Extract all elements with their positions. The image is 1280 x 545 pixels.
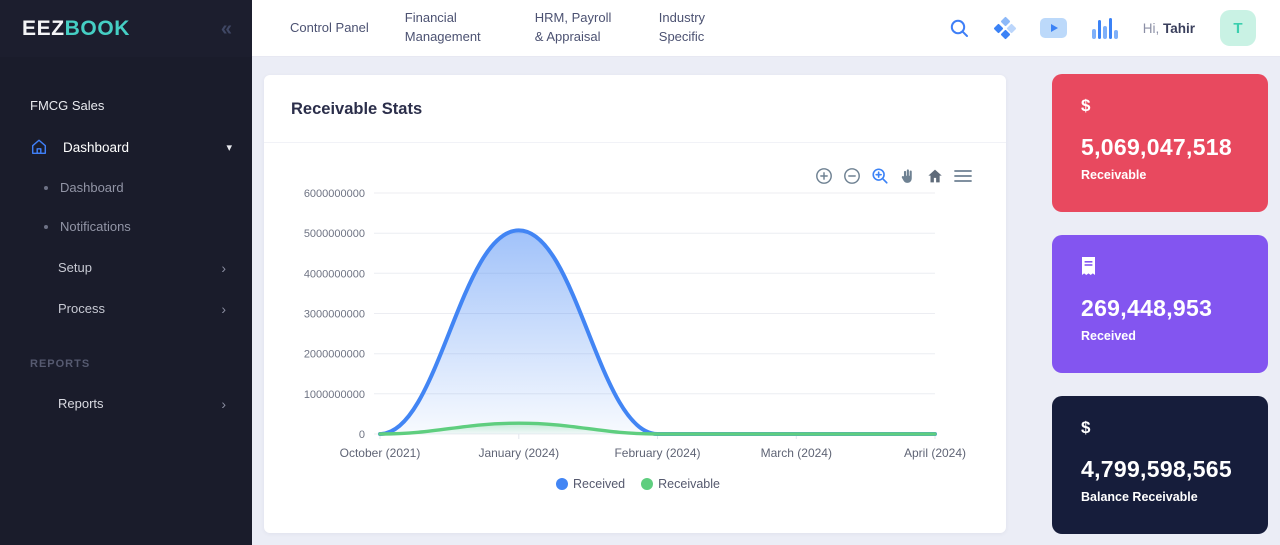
logo-primary: EEZ bbox=[22, 16, 65, 40]
topbar: Control Panel Financial Management HRM, … bbox=[252, 0, 1280, 57]
nav-item-industry-specific[interactable]: Industry Specific bbox=[658, 10, 706, 44]
home-icon bbox=[31, 139, 47, 155]
sidebar-item-notifications[interactable]: Notifications bbox=[44, 219, 252, 234]
stat-card-received[interactable]: 269,448,953 Received bbox=[1052, 235, 1268, 373]
receivable-stats-card: Receivable Stats bbox=[264, 75, 1006, 533]
y-axis-tick: 1000000000 bbox=[304, 389, 365, 401]
stat-label: Receivable bbox=[1081, 168, 1147, 182]
y-axis-tick: 3000000000 bbox=[304, 309, 365, 321]
series-line-receivable bbox=[378, 421, 937, 436]
legend-item-receivable[interactable]: Receivable bbox=[641, 477, 720, 491]
x-axis-tick: January (2024) bbox=[478, 446, 559, 460]
sidebar-item-dashboard-parent[interactable]: Dashboard ▾ bbox=[30, 138, 232, 156]
chart-toolbar bbox=[815, 167, 972, 185]
zoom-in-icon[interactable] bbox=[815, 167, 833, 185]
stat-card-receivable[interactable]: $ 5,069,047,518 Receivable bbox=[1052, 74, 1268, 212]
nav-item-control-panel[interactable]: Control Panel bbox=[290, 19, 369, 35]
x-axis-tick: April (2024) bbox=[904, 446, 966, 460]
menu-icon[interactable] bbox=[954, 169, 972, 183]
y-axis-tick: 6000000000 bbox=[304, 188, 365, 200]
card-divider bbox=[264, 142, 1006, 143]
stat-value: 5,069,047,518 bbox=[1081, 134, 1232, 160]
stat-label: Received bbox=[1081, 329, 1136, 343]
analytics-bars-icon[interactable] bbox=[1092, 17, 1118, 39]
main-content: Receivable Stats bbox=[252, 57, 1280, 545]
legend-item-received[interactable]: Received bbox=[556, 477, 625, 491]
sidebar: EEZBOOK « FMCG Sales Dashboard ▾ Dashboa… bbox=[0, 0, 252, 545]
bullet-icon bbox=[44, 224, 48, 229]
x-axis-tick: March (2024) bbox=[761, 446, 832, 460]
sidebar-item-label: Dashboard bbox=[60, 180, 124, 195]
chart-legend: Received Receivable bbox=[280, 477, 996, 491]
chevron-right-icon: › bbox=[221, 259, 226, 276]
sidebar-item-label: Dashboard bbox=[63, 139, 130, 155]
card-title: Receivable Stats bbox=[291, 100, 423, 118]
stat-label: Balance Receivable bbox=[1081, 490, 1198, 504]
sidebar-item-dashboard[interactable]: Dashboard bbox=[44, 180, 252, 195]
sidebar-item-label: Setup bbox=[58, 260, 92, 275]
legend-dot-icon bbox=[641, 478, 654, 490]
logo-row: EEZBOOK « bbox=[0, 0, 252, 57]
stat-value: 269,448,953 bbox=[1081, 295, 1213, 321]
y-axis-tick: 0 bbox=[359, 429, 365, 441]
nav-item-hrm-payroll-appraisal[interactable]: HRM, Payroll & Appraisal bbox=[534, 10, 612, 44]
receipt-icon bbox=[1081, 257, 1248, 287]
x-axis-tick: February (2024) bbox=[614, 446, 700, 460]
topbar-icons: Hi, Tahir T bbox=[949, 10, 1280, 46]
app-logo[interactable]: EEZBOOK bbox=[22, 17, 130, 41]
sidebar-section-reports: REPORTS bbox=[30, 358, 91, 370]
selection-zoom-icon[interactable] bbox=[871, 167, 889, 185]
collapse-double-chevron-icon[interactable]: « bbox=[220, 17, 232, 40]
dollar-icon: $ bbox=[1081, 96, 1091, 115]
video-tutorial-icon[interactable] bbox=[1040, 18, 1068, 38]
sidebar-item-process[interactable]: Process › bbox=[58, 301, 226, 316]
search-icon[interactable] bbox=[949, 18, 970, 39]
home-icon[interactable] bbox=[926, 167, 944, 185]
series-area-received bbox=[380, 230, 935, 434]
chevron-right-icon: › bbox=[221, 395, 226, 412]
sidebar-item-label: Reports bbox=[58, 396, 104, 411]
zoom-out-icon[interactable] bbox=[843, 167, 861, 185]
y-axis-tick: 2000000000 bbox=[304, 349, 365, 361]
y-axis-tick: 5000000000 bbox=[304, 228, 365, 240]
logo-secondary: BOOK bbox=[64, 16, 131, 40]
user-name: Tahir bbox=[1162, 20, 1195, 36]
stat-value: 4,799,598,565 bbox=[1081, 456, 1232, 482]
x-axis-tick: October (2021) bbox=[340, 446, 421, 460]
sidebar-item-reports[interactable]: Reports › bbox=[58, 396, 226, 411]
bullet-icon bbox=[44, 185, 48, 190]
legend-dot-icon bbox=[556, 478, 569, 490]
stat-card-balance-receivable[interactable]: $ 4,799,598,565 Balance Receivable bbox=[1052, 396, 1268, 534]
pan-icon[interactable] bbox=[899, 168, 916, 185]
chevron-down-icon: ▾ bbox=[226, 141, 232, 154]
avatar[interactable]: T bbox=[1220, 10, 1256, 46]
y-axis-tick: 4000000000 bbox=[304, 268, 365, 280]
nav-item-financial-management[interactable]: Financial Management bbox=[404, 10, 481, 44]
stats-column: $ 5,069,047,518 Receivable 269,448,953 R… bbox=[1052, 74, 1268, 545]
receivable-chart-svg[interactable]: 6000000000 5000000000 4000000000 3000000000… bbox=[280, 170, 996, 470]
main-nav: Control Panel Financial Management HRM, … bbox=[290, 9, 723, 47]
apps-diamond-icon[interactable] bbox=[993, 16, 1017, 40]
chevron-right-icon: › bbox=[221, 300, 226, 317]
sidebar-item-label: Process bbox=[58, 301, 105, 316]
sidebar-item-label: Notifications bbox=[60, 219, 131, 234]
sidebar-item-setup[interactable]: Setup › bbox=[58, 260, 226, 275]
business-name: FMCG Sales bbox=[30, 98, 105, 113]
user-greeting: Hi, Tahir bbox=[1142, 20, 1195, 36]
dollar-icon: $ bbox=[1081, 418, 1091, 437]
series-area-receivable bbox=[380, 423, 935, 434]
